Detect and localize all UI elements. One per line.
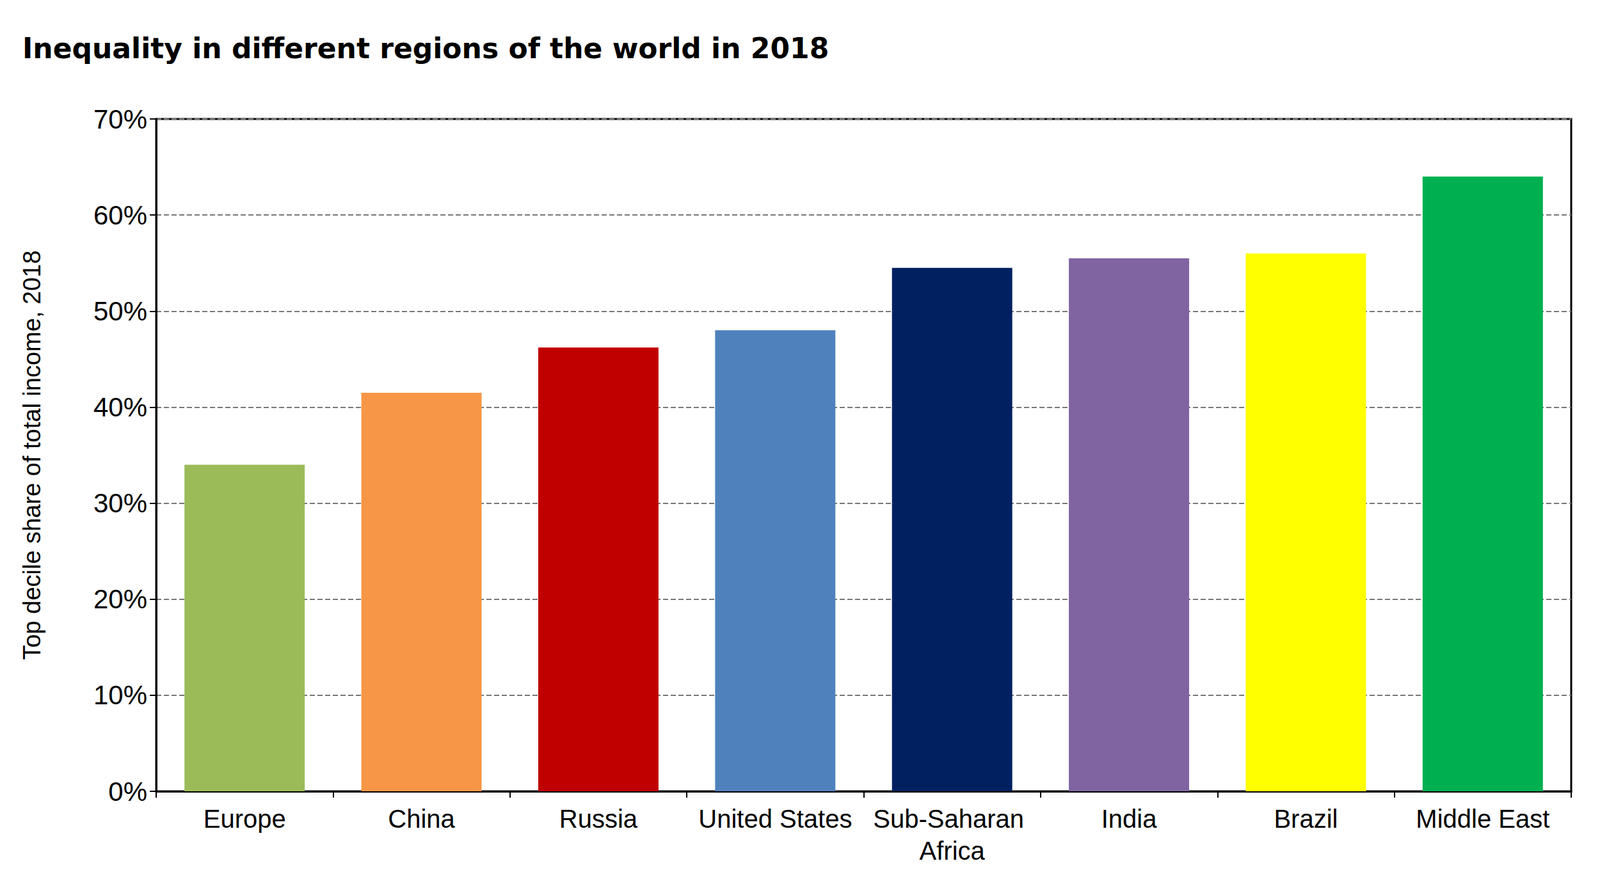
svg-text:Top decile share of total inco: Top decile share of total income, 2018 — [18, 250, 46, 660]
svg-text:Middle East: Middle East — [1415, 805, 1550, 834]
svg-text:Russia: Russia — [559, 805, 639, 834]
svg-text:70%: 70% — [93, 104, 148, 135]
svg-text:Europe: Europe — [203, 805, 287, 834]
svg-text:Inequality in different region: Inequality in different regions of the w… — [22, 32, 829, 65]
svg-text:30%: 30% — [93, 488, 148, 519]
svg-text:India: India — [1101, 805, 1158, 834]
svg-text:50%: 50% — [93, 296, 148, 327]
svg-text:Brazil: Brazil — [1273, 805, 1338, 834]
svg-text:United States: United States — [698, 805, 852, 834]
svg-text:Sub-Saharan: Sub-Saharan — [872, 805, 1032, 834]
svg-text:10%: 10% — [93, 680, 148, 711]
svg-text:Africa: Africa — [919, 837, 986, 866]
svg-text:20%: 20% — [93, 584, 148, 615]
svg-text:China: China — [387, 805, 456, 834]
svg-text:0%: 0% — [108, 776, 148, 808]
svg-text:60%: 60% — [93, 200, 148, 231]
svg-text:40%: 40% — [93, 392, 148, 423]
